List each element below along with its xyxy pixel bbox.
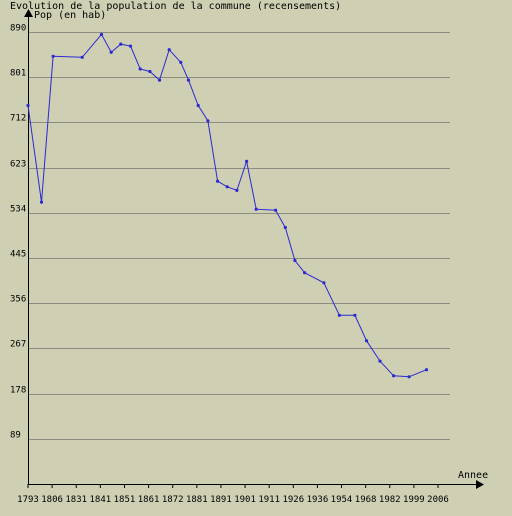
data-point [179, 60, 183, 64]
y-tick-label: 445 [10, 250, 26, 260]
data-point [128, 44, 133, 48]
y-tick-labels: 89 178 267 356 445 534 623 712 801 890 [10, 24, 26, 441]
data-point [245, 159, 249, 163]
data-point [274, 208, 278, 212]
x-tick-label: 1999 [403, 495, 425, 505]
y-tick-label: 801 [10, 69, 26, 79]
data-point [337, 313, 341, 317]
y-axis-arrow [24, 9, 33, 17]
chart-title: Evolution de la population de la commune… [10, 1, 341, 12]
data-point [254, 207, 258, 211]
data-point [216, 179, 220, 183]
data-point [225, 185, 229, 189]
grid-layer [28, 32, 450, 440]
y-tick-label: 356 [10, 295, 26, 305]
y-tick-label: 267 [10, 340, 26, 350]
x-tick-label: 1926 [282, 495, 304, 505]
data-point [109, 50, 113, 54]
data-point [138, 67, 142, 71]
x-tick-label: 1872 [162, 495, 184, 505]
x-axis-label: Annee [458, 470, 488, 481]
data-point [157, 78, 162, 82]
data-point [99, 32, 104, 37]
x-tick-labels: 1793 1806 1831 1841 1851 1861 1872 1881 1891 1901… [17, 495, 449, 505]
data-point [424, 368, 429, 372]
data-point [364, 339, 369, 343]
data-point [353, 313, 357, 317]
data-point [148, 69, 152, 74]
series-layer [26, 32, 429, 379]
data-point [39, 200, 44, 204]
x-tick-label: 1891 [210, 495, 232, 505]
data-point [392, 374, 396, 378]
y-tick-label: 89 [10, 431, 21, 441]
y-tick-label: 534 [10, 205, 26, 215]
data-point [206, 119, 210, 123]
x-tick-label: 1968 [355, 495, 377, 505]
data-point [235, 188, 239, 192]
x-tick-label: 1901 [234, 495, 256, 505]
x-tick-label: 2006 [427, 495, 449, 505]
data-point [167, 48, 171, 52]
x-tick-label: 1831 [65, 495, 87, 505]
data-point [186, 78, 191, 82]
x-tick-label: 1954 [331, 495, 353, 505]
data-point [51, 54, 55, 58]
x-axis-arrow [476, 480, 484, 489]
data-point [283, 225, 287, 230]
data-point [80, 55, 84, 59]
data-point [378, 359, 382, 363]
y-axis-label: Pop (en hab) [34, 10, 106, 21]
data-point [407, 375, 411, 379]
x-tick-label: 1881 [186, 495, 208, 505]
x-tick-label: 1841 [90, 495, 112, 505]
series-line [27, 33, 427, 378]
x-tick-label: 1851 [114, 495, 136, 505]
x-tick-label: 1936 [307, 495, 329, 505]
x-tick-label: 1793 [17, 495, 39, 505]
y-tick-label: 623 [10, 160, 26, 170]
data-point [293, 258, 297, 263]
y-tick-label: 890 [10, 24, 26, 34]
data-point [26, 103, 30, 108]
x-tick-label: 1982 [379, 495, 401, 505]
data-point [196, 103, 200, 108]
y-tick-label: 712 [10, 114, 26, 124]
axes-layer [24, 9, 484, 489]
x-tick-label: 1806 [41, 495, 63, 505]
data-point [303, 271, 307, 275]
x-tick-label: 1911 [258, 495, 280, 505]
data-point [322, 281, 326, 285]
x-tick-label: 1861 [138, 495, 160, 505]
y-tick-label: 178 [10, 386, 26, 396]
data-point [119, 42, 123, 46]
